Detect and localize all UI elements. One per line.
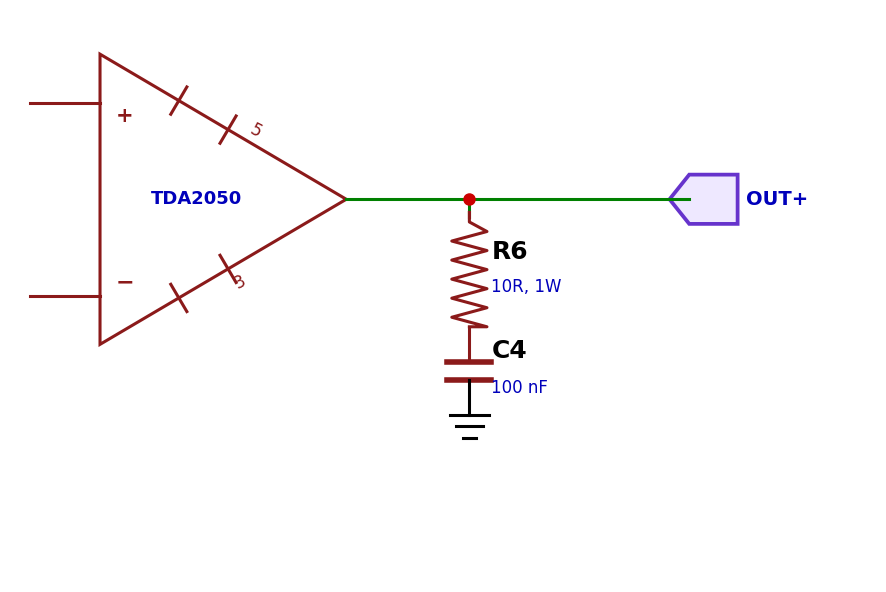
Text: R6: R6 bbox=[492, 240, 528, 264]
Text: TDA2050: TDA2050 bbox=[152, 190, 243, 208]
Text: C4: C4 bbox=[492, 339, 527, 363]
Text: 100 nF: 100 nF bbox=[492, 379, 548, 397]
Text: −: − bbox=[115, 273, 134, 293]
Text: 3: 3 bbox=[231, 272, 249, 292]
Text: 10R, 1W: 10R, 1W bbox=[492, 278, 562, 296]
Polygon shape bbox=[670, 175, 738, 224]
Text: +: + bbox=[116, 106, 134, 126]
Text: OUT+: OUT+ bbox=[746, 190, 809, 209]
Text: 5: 5 bbox=[247, 121, 265, 141]
